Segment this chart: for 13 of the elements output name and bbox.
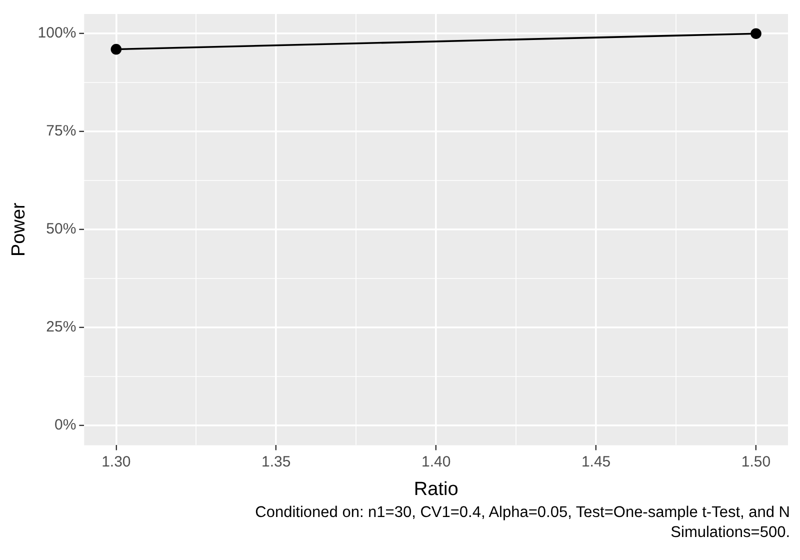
x-tick-label: 1.45 [581,453,611,470]
x-axis-title: Ratio [414,478,458,500]
x-tick-label: 1.40 [421,453,451,470]
text: Conditioned on: n1=30, CV1=0.4, Alpha=0.05, Test=One-sample t-Test, and N Simulations=500. [254,503,790,543]
y-tick-label: 0% [54,416,76,434]
y-tick-label: 100% [38,24,76,42]
y-tick-label: 75% [46,122,76,140]
x-tick-label: 1.30 [102,453,131,470]
y-axis-title: Power [8,202,30,257]
x-tick-label: 1.50 [741,453,771,470]
y-tick-label: 50% [46,220,76,238]
x-tick-label: 1.35 [262,453,291,470]
y-tick-label: 25% [46,318,76,336]
